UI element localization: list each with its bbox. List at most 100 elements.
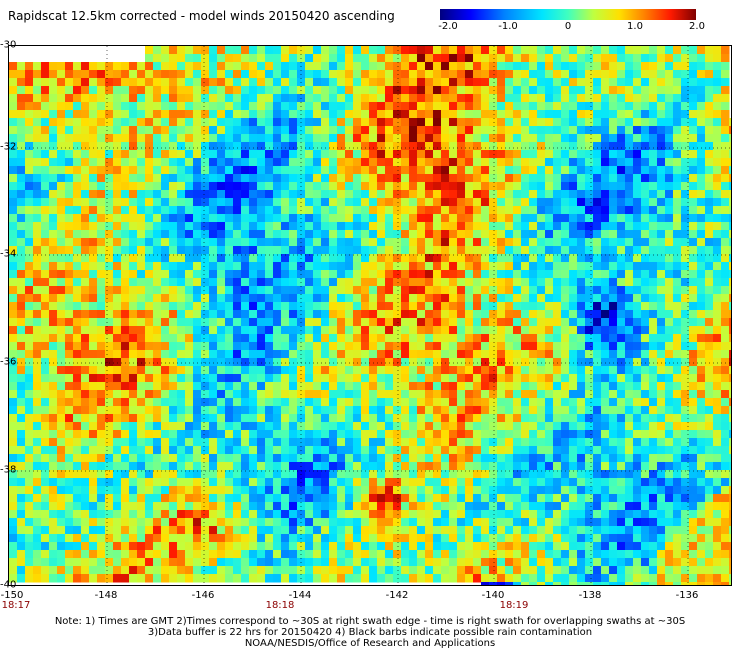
wind-diff-cell [665, 150, 674, 159]
wind-diff-cell [329, 86, 338, 95]
wind-diff-cell [49, 382, 58, 391]
wind-diff-cell [369, 470, 378, 479]
wind-diff-cell [225, 278, 234, 287]
wind-diff-cell [489, 182, 498, 191]
wind-diff-cell [665, 54, 674, 63]
wind-diff-cell [417, 358, 426, 367]
wind-diff-cell [97, 414, 106, 423]
wind-diff-cell [353, 190, 362, 199]
wind-diff-cell [569, 166, 578, 175]
wind-diff-cell [225, 382, 234, 391]
wind-diff-cell [569, 150, 578, 159]
wind-diff-cell [177, 446, 186, 455]
wind-diff-cell [521, 134, 530, 143]
wind-diff-cell [641, 86, 650, 95]
wind-diff-cell [193, 126, 202, 135]
wind-diff-cell [65, 110, 74, 119]
wind-diff-cell [41, 246, 50, 255]
wind-diff-cell [81, 374, 90, 383]
wind-diff-cell [313, 398, 322, 407]
wind-diff-cell [113, 406, 122, 415]
wind-diff-cell [161, 222, 170, 231]
wind-diff-cell [65, 190, 74, 199]
wind-diff-cell [449, 222, 458, 231]
wind-diff-cell [17, 254, 26, 263]
wind-diff-cell [201, 382, 210, 391]
wind-diff-cell [689, 414, 698, 423]
wind-diff-cell [617, 470, 626, 479]
wind-diff-cell [353, 382, 362, 391]
wind-diff-cell [665, 310, 674, 319]
wind-diff-cell [721, 46, 730, 55]
wind-diff-cell [561, 262, 570, 271]
wind-diff-cell [633, 222, 642, 231]
wind-diff-cell [201, 270, 210, 279]
wind-diff-cell [377, 398, 386, 407]
wind-diff-cell [393, 78, 402, 87]
wind-diff-cell [305, 174, 314, 183]
wind-diff-cell [417, 94, 426, 103]
wind-diff-cell [665, 318, 674, 327]
wind-diff-cell [161, 422, 170, 431]
wind-diff-cell [97, 286, 106, 295]
wind-diff-cell [489, 414, 498, 423]
wind-diff-cell [625, 214, 634, 223]
wind-diff-cell [401, 174, 410, 183]
wind-diff-cell [225, 390, 234, 399]
wind-diff-cell [585, 470, 594, 479]
wind-diff-cell [89, 422, 98, 431]
wind-diff-cell [625, 278, 634, 287]
wind-diff-cell [41, 142, 50, 151]
wind-diff-cell [489, 230, 498, 239]
wind-diff-cell [401, 430, 410, 439]
wind-diff-cell [337, 390, 346, 399]
wind-diff-cell [41, 222, 50, 231]
wind-diff-cell [169, 86, 178, 95]
wind-diff-cell [713, 318, 722, 327]
wind-diff-cell [601, 422, 610, 431]
wind-diff-cell [233, 62, 242, 71]
wind-diff-cell [233, 326, 242, 335]
wind-diff-cell [321, 318, 330, 327]
wind-diff-cell [473, 406, 482, 415]
wind-diff-cell [633, 414, 642, 423]
wind-diff-cell [713, 406, 722, 415]
wind-diff-cell [145, 86, 154, 95]
wind-diff-cell [529, 286, 538, 295]
wind-diff-cell [33, 302, 42, 311]
wind-diff-cell [89, 350, 98, 359]
wind-diff-cell [705, 334, 714, 343]
wind-diff-cell [137, 398, 146, 407]
wind-diff-cell [481, 406, 490, 415]
wind-diff-cell [321, 246, 330, 255]
wind-diff-cell [281, 70, 290, 79]
wind-diff-cell [721, 230, 730, 239]
wind-diff-cell [89, 230, 98, 239]
wind-diff-cell [17, 150, 26, 159]
wind-diff-cell [153, 406, 162, 415]
wind-diff-cell [721, 294, 730, 303]
wind-diff-cell [649, 470, 658, 479]
wind-diff-cell [393, 254, 402, 263]
wind-diff-cell [57, 198, 66, 207]
wind-diff-cell [617, 78, 626, 87]
wind-diff-cell [361, 174, 370, 183]
wind-diff-cell [457, 102, 466, 111]
wind-diff-cell [585, 294, 594, 303]
wind-diff-cell [193, 318, 202, 327]
wind-diff-cell [513, 222, 522, 231]
wind-diff-cell [601, 182, 610, 191]
wind-diff-cell [193, 326, 202, 335]
wind-diff-cell [393, 222, 402, 231]
wind-diff-cell [425, 94, 434, 103]
wind-diff-cell [681, 142, 690, 151]
wind-diff-cell [449, 414, 458, 423]
wind-diff-cell [425, 382, 434, 391]
wind-diff-cell [441, 94, 450, 103]
wind-diff-cell [497, 134, 506, 143]
wind-diff-cell [313, 70, 322, 79]
wind-diff-cell [377, 310, 386, 319]
wind-diff-cell [25, 414, 34, 423]
wind-diff-cell [257, 174, 266, 183]
wind-diff-cell [481, 166, 490, 175]
